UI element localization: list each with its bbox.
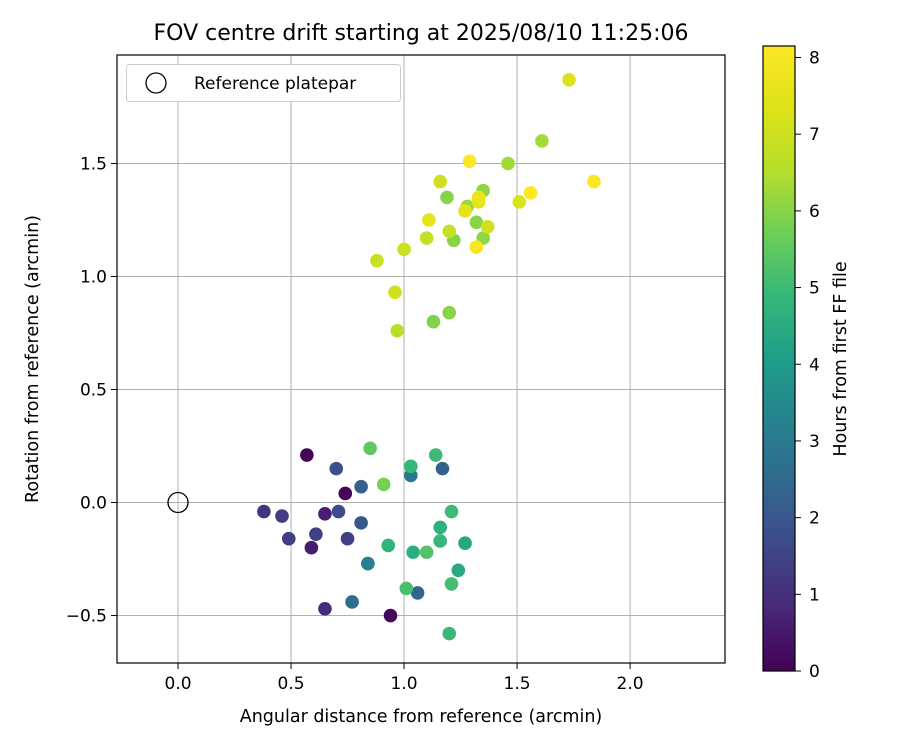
legend: Reference platepar (126, 64, 401, 102)
scatter-point (523, 186, 538, 200)
scatter-point (433, 174, 448, 189)
scatter-point (388, 285, 402, 300)
scatter-point (354, 516, 368, 530)
colorbar-tick-label: 2 (809, 509, 820, 529)
colorbar-tick-label: 5 (809, 279, 820, 299)
scatter-point (444, 504, 459, 519)
scatter-point (281, 531, 296, 546)
x-axis-ticks: 0.0 0.5 1.0 1.5 2.0 (165, 663, 644, 694)
scatter-point (318, 601, 332, 616)
scatter-point (435, 461, 450, 476)
scatter-point (428, 448, 443, 462)
scatter-point (370, 253, 384, 268)
scatter-point (329, 461, 344, 476)
colorbar-tick-label: 1 (809, 585, 820, 605)
scatter-point (535, 134, 549, 148)
scatter-point (304, 540, 319, 555)
colorbar-gradient (762, 45, 796, 672)
scatter-point (257, 504, 271, 519)
scatter-point (562, 73, 576, 87)
colorbar: 0 1 2 3 4 5 6 7 8 Hours from first FF file (762, 45, 851, 682)
scatter-point (444, 577, 459, 591)
reference-marker-group (167, 491, 189, 514)
scatter-point (361, 556, 375, 571)
y-tick-label: 1.5 (80, 154, 107, 174)
scatter-point (318, 507, 332, 521)
scatter-point (433, 520, 448, 535)
scatter-point (469, 215, 484, 230)
x-tick-label: 0.5 (278, 674, 305, 694)
colorbar-label: Hours from first FF file (831, 261, 851, 456)
scatter-point (458, 536, 472, 551)
scatter-point (587, 174, 601, 189)
y-axis-label: Rotation from reference (arcmin) (23, 215, 43, 503)
colorbar-tick-label: 3 (809, 432, 820, 452)
scatter-point (419, 231, 434, 245)
scatter-point (397, 242, 411, 257)
scatter-point (309, 527, 323, 541)
scatter-points (257, 73, 601, 641)
scatter-point (501, 156, 515, 171)
colorbar-tick-label: 4 (809, 355, 820, 375)
colorbar-tick-label: 0 (809, 662, 820, 682)
x-tick-label: 1.5 (504, 674, 531, 694)
colorbar-tick-label: 6 (809, 202, 820, 222)
y-tick-label: 0.0 (80, 494, 107, 514)
scatter-point (390, 323, 405, 338)
colorbar-tick-label: 7 (809, 125, 820, 145)
scatter-point (410, 586, 425, 600)
scatter-point (440, 190, 454, 205)
x-axis-label: Angular distance from reference (arcmin) (240, 707, 603, 727)
scatter-point (340, 531, 355, 546)
scatter-point (458, 204, 472, 218)
scatter-point (442, 224, 457, 239)
x-tick-label: 2.0 (617, 674, 644, 694)
legend-box (126, 64, 401, 102)
scatter-point (383, 608, 398, 623)
colorbar-ticks: 0 1 2 3 4 5 6 7 8 (795, 49, 820, 682)
scatter-point (480, 219, 495, 234)
colorbar-tick-label: 8 (809, 49, 820, 69)
scatter-point (399, 581, 414, 596)
scatter-point (426, 314, 441, 329)
scatter-point (381, 538, 396, 553)
scatter-point (406, 545, 420, 560)
scatter-point (422, 213, 436, 227)
x-tick-label: 0.0 (165, 674, 192, 694)
plot-frame (116, 54, 726, 664)
y-tick-label: 1.0 (80, 268, 107, 288)
scatter-point (451, 563, 466, 578)
scatter-point (376, 477, 391, 492)
reference-marker (167, 491, 189, 514)
scatter-point (300, 448, 314, 462)
scatter-point (462, 154, 477, 169)
scatter-point (363, 441, 377, 456)
chart-title: FOV centre drift starting at 2025/08/10 … (154, 21, 689, 46)
scatter-point (275, 509, 289, 523)
scatter-point (442, 305, 457, 320)
grid (117, 55, 725, 663)
legend-reference-label: Reference platepar (194, 74, 356, 94)
scatter-point (338, 486, 353, 501)
legend-reference-marker (145, 72, 167, 94)
scatter-point (512, 195, 527, 209)
scatter-point (471, 190, 486, 205)
x-tick-label: 1.0 (391, 674, 418, 694)
y-tick-label: −0.5 (66, 607, 107, 627)
scatter-point (331, 504, 346, 519)
scatter-point (354, 479, 368, 494)
y-axis-ticks: −0.5 0.0 0.5 1.0 1.5 (66, 154, 117, 627)
scatter-point (419, 545, 434, 560)
scatter-point (345, 595, 359, 609)
scatter-point (469, 240, 484, 254)
scatter-point (404, 459, 418, 474)
y-tick-label: 0.5 (80, 381, 107, 401)
scatter-point (442, 626, 457, 641)
scatter-point (433, 534, 448, 548)
